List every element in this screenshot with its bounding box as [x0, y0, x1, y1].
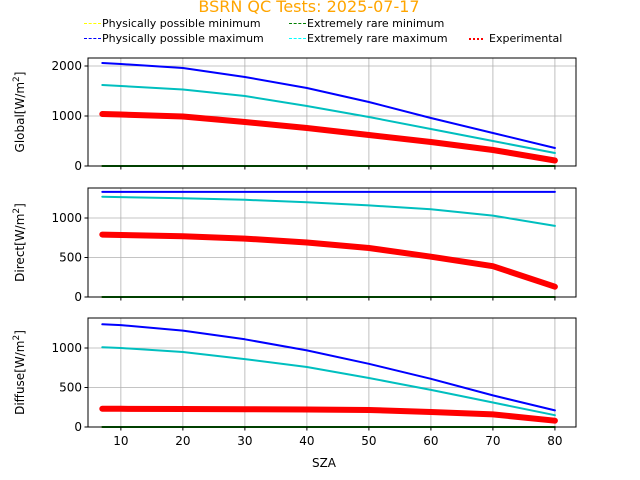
legend-swatch: [469, 37, 483, 40]
series-physically-possible-maximum: [101, 323, 556, 412]
y-tick-label: 500: [59, 381, 82, 395]
x-tick-label: 30: [237, 434, 252, 448]
x-axis-label: SZA: [312, 456, 337, 470]
x-tick-label: 60: [423, 434, 438, 448]
y-tick-label: 0: [74, 159, 82, 173]
legend-label: Extremely rare maximum: [307, 32, 448, 45]
y-axis-label-superscript: 2: [12, 335, 22, 341]
legend-swatch: [84, 23, 101, 24]
x-tick-label: 50: [361, 434, 376, 448]
legend-item-pp-max: Physically possible maximum: [84, 32, 264, 45]
y-tick-label: 1000: [51, 109, 82, 123]
legend-item-pp-min: Physically possible minimum: [84, 17, 261, 30]
y-axis-label-text: Global[W/m: [13, 82, 27, 153]
series-extremely-rare-maximum: [101, 84, 556, 154]
y-axis-label-bracket: ]: [13, 330, 27, 335]
x-tick-label: 40: [299, 434, 314, 448]
series-experimental: [99, 231, 558, 290]
y-axis-label: Direct[W/m2]: [12, 203, 27, 282]
y-axis-label-superscript: 2: [12, 208, 22, 214]
series-physically-possible-maximum: [101, 62, 556, 149]
subplot-1: 0 1000 2000 Global[W/m2]: [12, 57, 577, 173]
series-experimental: [99, 111, 558, 164]
series-extremely-rare-maximum: [101, 346, 556, 417]
legend-label: Extremely rare minimum: [307, 17, 445, 30]
legend-label: Experimental: [489, 32, 563, 45]
series-experimental: [99, 405, 558, 424]
series-extremely-rare-maximum: [101, 195, 556, 227]
legend-swatch: [289, 23, 306, 24]
legend-item-experimental: Experimental: [469, 32, 562, 45]
y-axis-label: Global[W/m2]: [12, 72, 27, 153]
axes-frame: [87, 187, 577, 298]
y-tick-label: 1000: [51, 211, 82, 225]
y-axis-label: Diffuse[W/m2]: [12, 330, 27, 415]
x-tick-label: 80: [547, 434, 562, 448]
y-axis-label-text: Direct[W/m: [13, 214, 27, 282]
legend-swatch: [84, 38, 101, 39]
legend-swatch: [289, 38, 306, 39]
y-tick-label: 1000: [51, 341, 82, 355]
x-tick-label: 70: [485, 434, 500, 448]
y-axis-label-bracket: ]: [13, 203, 27, 208]
subplot-3: 0 500 1000 10 20 30 40 50 60 70 80 Diffuse[W/m2] SZA: [12, 317, 577, 470]
axes-frame: [87, 57, 577, 167]
x-tick-label: 10: [113, 434, 128, 448]
legend-label: Physically possible maximum: [102, 32, 264, 45]
y-axis-label-text: Diffuse[W/m: [13, 341, 27, 415]
y-tick-label: 0: [74, 290, 82, 304]
subplot-2: 0 500 1000 Direct[W/m2]: [12, 187, 577, 304]
legend-label: Physically possible minimum: [102, 17, 261, 30]
axes-frame: [87, 317, 577, 428]
x-tick-label: 20: [175, 434, 190, 448]
y-tick-label: 2000: [51, 59, 82, 73]
y-tick-label: 0: [74, 420, 82, 434]
legend-item-er-min: Extremely rare minimum: [289, 17, 444, 30]
legend-item-er-max: Extremely rare maximum: [289, 32, 448, 45]
y-axis-label-superscript: 2: [12, 76, 22, 82]
y-tick-label: 500: [59, 251, 82, 265]
chart-title: BSRN QC Tests: 2025-07-17: [198, 0, 420, 16]
y-axis-label-bracket: ]: [13, 72, 27, 77]
